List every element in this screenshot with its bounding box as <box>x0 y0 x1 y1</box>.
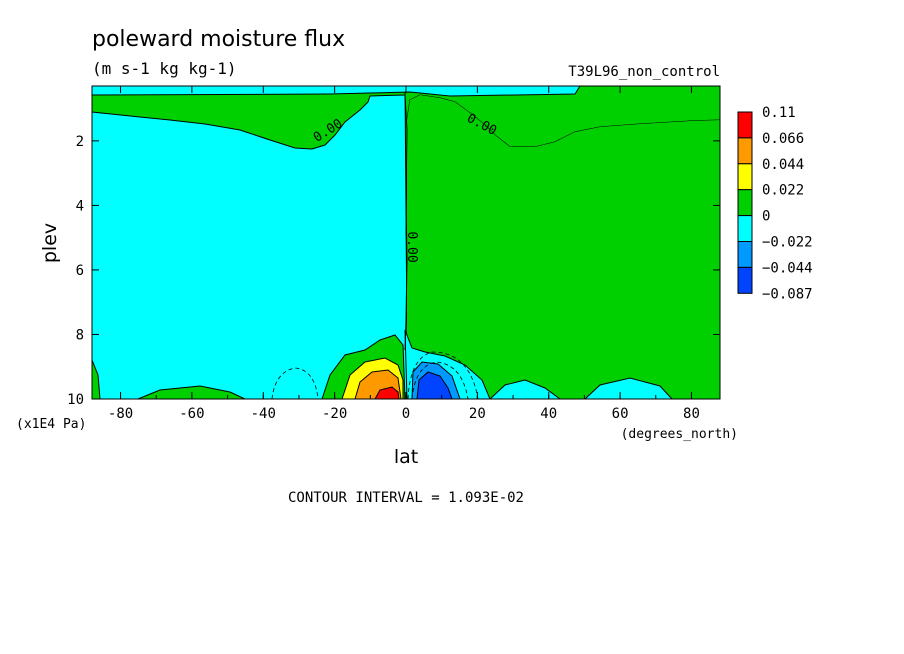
colorbar: 0.11 0.066 0.044 0.022 0 −0.022 −0.044 −0.087 <box>737 105 813 302</box>
plot-area: 0.00 0.00 0.00 <box>91 85 721 400</box>
y-tick-label: 4 <box>76 198 84 214</box>
x-axis-title: lat <box>394 446 418 468</box>
colorbar-swatch <box>737 111 753 139</box>
x-tick-label: -80 <box>108 406 133 422</box>
x-tick-label: 60 <box>612 406 629 422</box>
x-tick-label: -60 <box>179 406 204 422</box>
x-tick-label: 80 <box>683 406 700 422</box>
x-units-label: (degrees_north) <box>621 427 738 442</box>
x-tick-label: -40 <box>251 406 276 422</box>
x-tick-label: -20 <box>322 406 347 422</box>
colorbar-label: 0.022 <box>762 183 804 199</box>
y-tick-label: 2 <box>76 134 84 150</box>
colorbar-label: 0.066 <box>762 131 804 147</box>
colorbar-swatch <box>737 189 753 217</box>
dashed-contours <box>271 351 479 400</box>
x-tick-label: 0 <box>402 406 410 422</box>
positive-region-top-left <box>91 85 406 150</box>
y-axis: 2 4 6 8 10 <box>67 134 720 408</box>
x-tick-label: 40 <box>540 406 557 422</box>
positive-region-right-lower <box>407 95 720 399</box>
colorbar-swatch <box>737 241 753 268</box>
colorbar-label: 0.044 <box>762 157 804 173</box>
colorbar-label: −0.087 <box>762 286 813 302</box>
run-label: T39L96_non_control <box>568 64 720 80</box>
chart-units: (m s-1 kg kg-1) <box>92 59 237 78</box>
contour-label-center: 0.00 <box>404 231 419 262</box>
y-units-label: (x1E4 Pa) <box>16 417 86 432</box>
colorbar-swatch <box>737 163 753 191</box>
chart-title: poleward moisture flux <box>92 27 345 52</box>
x-axis: -80 -60 -40 -20 0 20 40 60 80 <box>108 86 700 422</box>
y-tick-label: 10 <box>67 392 84 408</box>
colorbar-label: −0.022 <box>762 235 813 251</box>
x-tick-label: 20 <box>469 406 486 422</box>
colorbar-swatch <box>737 215 753 243</box>
negative-top-strip <box>91 85 581 97</box>
y-tick-label: 6 <box>76 263 84 279</box>
colorbar-label: 0.11 <box>762 105 796 121</box>
colorbar-label: 0 <box>762 209 770 225</box>
colorbar-label: −0.044 <box>762 260 813 276</box>
y-axis-title: plev <box>39 223 61 263</box>
colorbar-swatch <box>737 266 753 294</box>
colorbar-swatch <box>737 137 753 165</box>
y-tick-label: 8 <box>76 327 84 343</box>
zero-contour-equator <box>404 95 408 351</box>
contour-interval-footer: CONTOUR INTERVAL = 1.093E-02 <box>288 490 524 506</box>
